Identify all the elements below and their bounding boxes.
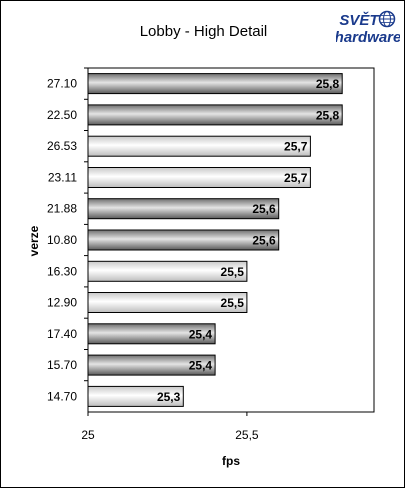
bar-value-label: 25,6 xyxy=(252,234,276,248)
globe-icon xyxy=(378,10,396,28)
bar-23.11 xyxy=(87,167,311,188)
y-tick-label: 12.90 xyxy=(47,296,77,310)
chart-title: Lobby - High Detail xyxy=(139,23,268,40)
logo-text-line2: hardware xyxy=(336,29,400,46)
x-tick-label: 25 xyxy=(81,428,95,442)
bar-27.10 xyxy=(87,73,343,95)
bar-16.30 xyxy=(87,260,248,282)
y-tick-label: 17.40 xyxy=(47,327,77,341)
bar-value-label: 25,4 xyxy=(189,327,213,341)
x-tick-label: 25,5 xyxy=(235,428,259,442)
bar-value-label: 25,4 xyxy=(189,359,213,373)
bar-21.88 xyxy=(87,198,280,220)
x-axis-title: fps xyxy=(222,454,240,468)
bar-12.90 xyxy=(87,292,248,313)
logo-text-line1: SVĚT xyxy=(339,11,380,29)
y-tick-label: 14.70 xyxy=(47,389,77,403)
bars-layer: 25,8 25,8 25,7 25,7 25,6 25,6 25,5 25,5 25,4 25,4… xyxy=(87,73,343,407)
svet-hardware-logo: SVĚT hardware xyxy=(336,10,400,46)
bar-17.40 xyxy=(87,323,216,345)
y-tick-label: 16.30 xyxy=(47,264,77,278)
bar-value-label: 25,5 xyxy=(221,265,245,279)
y-tick-labels: 27.10 22.50 26.53 23.11 21.88 10.80 16.30 12.90… xyxy=(47,67,88,403)
bar-value-label: 25,6 xyxy=(252,202,276,216)
y-tick-label: 26.53 xyxy=(47,139,77,153)
bar-value-label: 25,5 xyxy=(221,296,245,310)
y-tick-label: 22.50 xyxy=(47,108,77,122)
bar-14.70 xyxy=(87,385,184,407)
bar-value-label: 25,7 xyxy=(284,140,308,154)
y-tick-label: 21.88 xyxy=(47,202,77,216)
y-tick-label: 23.11 xyxy=(48,171,77,185)
y-tick-label: 27.10 xyxy=(47,77,77,91)
y-axis-title: verze xyxy=(27,225,41,256)
bar-15.70 xyxy=(87,354,216,376)
y-tick-label: 10.80 xyxy=(47,233,77,247)
bar-value-label: 25,3 xyxy=(157,390,181,404)
y-tick-label: 15.70 xyxy=(47,358,77,372)
bar-value-label: 25,8 xyxy=(316,77,340,91)
x-ticks: 25 25,5 xyxy=(81,412,259,442)
bar-10.80 xyxy=(87,229,280,251)
bar-26.53 xyxy=(87,135,311,157)
bar-value-label: 25,8 xyxy=(316,108,340,122)
bar-22.50 xyxy=(87,104,343,126)
bar-value-label: 25,7 xyxy=(284,171,308,185)
